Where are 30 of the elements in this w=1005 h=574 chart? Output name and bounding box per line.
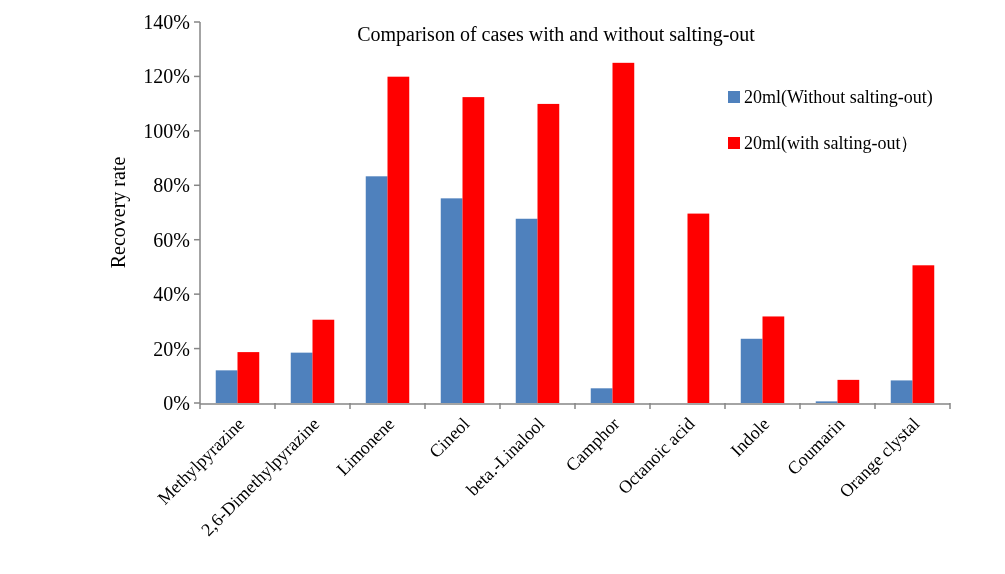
- bar: [387, 76, 410, 403]
- y-tick-label: 0%: [163, 392, 190, 414]
- y-axis-title: Recovery rate: [107, 156, 130, 269]
- bar: [365, 176, 388, 403]
- bar: [537, 103, 560, 403]
- bar: [237, 352, 260, 403]
- y-tick-label: 20%: [153, 337, 190, 360]
- y-tick-label: 40%: [153, 283, 190, 306]
- y-tick-label: 80%: [153, 174, 190, 197]
- bar: [290, 352, 313, 403]
- bar: [612, 62, 635, 403]
- bar: [590, 388, 613, 403]
- legend-label: 20ml(with salting-out）: [744, 133, 919, 155]
- y-tick-label: 140%: [143, 11, 190, 33]
- bar: [762, 316, 785, 403]
- chart-title: Comparison of cases with and without salting-out: [357, 23, 756, 46]
- y-tick-label: 100%: [143, 119, 190, 142]
- bar: [312, 319, 335, 403]
- bar: [912, 265, 935, 403]
- y-tick-label: 120%: [143, 65, 190, 88]
- bar: [440, 198, 463, 403]
- y-tick-label: 60%: [153, 228, 190, 251]
- bar: [687, 213, 710, 403]
- bar: [740, 338, 763, 403]
- bar: [890, 380, 913, 403]
- bar: [515, 218, 538, 403]
- legend-label: 20ml(Without salting-out): [744, 87, 933, 109]
- bar: [215, 370, 238, 403]
- bar: [462, 97, 485, 403]
- bar: [837, 379, 860, 403]
